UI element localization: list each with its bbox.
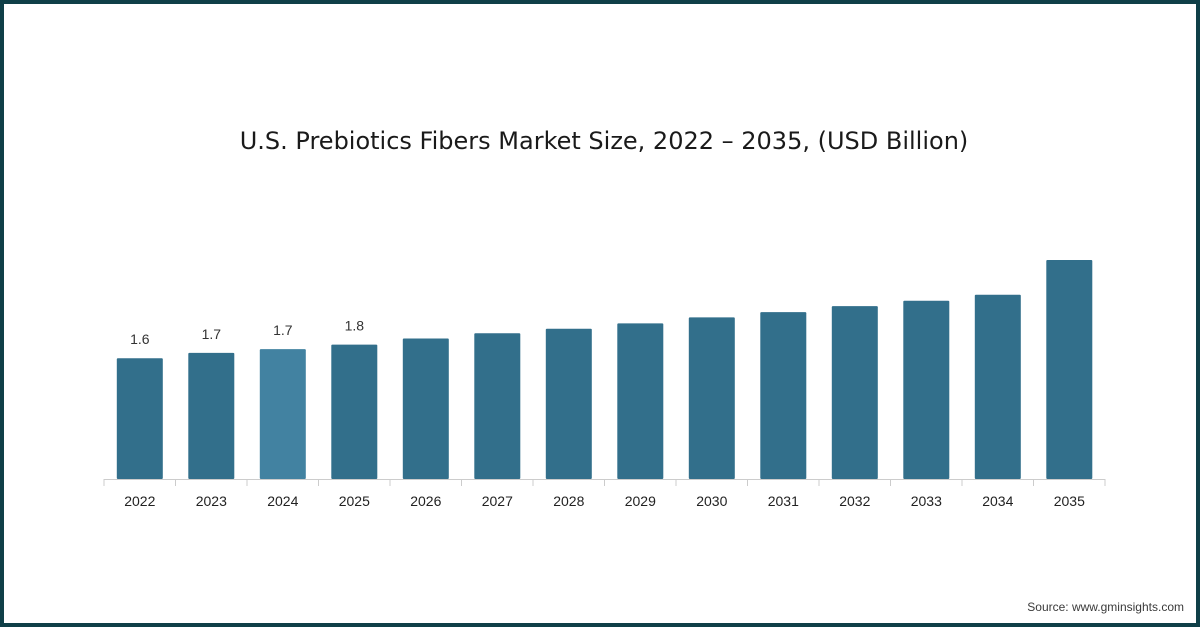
x-tick-label-2032: 2032 bbox=[839, 493, 870, 509]
chart-title: U.S. Prebiotics Fibers Market Size, 2022… bbox=[240, 127, 969, 155]
x-tick-label-2035: 2035 bbox=[1054, 493, 1085, 509]
source-note: Source: www.gminsights.com bbox=[1027, 600, 1184, 614]
bar-2029[interactable] bbox=[617, 323, 664, 479]
bar-2031[interactable] bbox=[760, 312, 807, 479]
x-tick-label-2022: 2022 bbox=[124, 493, 155, 509]
bar-2035[interactable] bbox=[1046, 260, 1093, 479]
bar-2023[interactable] bbox=[188, 352, 235, 479]
bar-2024[interactable] bbox=[259, 349, 306, 479]
x-tick-label-2026: 2026 bbox=[410, 493, 441, 509]
data-label-2022: 1.6 bbox=[130, 331, 150, 347]
data-label-2025: 1.8 bbox=[345, 318, 365, 334]
bar-2022[interactable] bbox=[116, 358, 163, 479]
x-axis bbox=[103, 479, 1106, 486]
x-tick-label-2034: 2034 bbox=[982, 493, 1013, 509]
bar-2032[interactable] bbox=[831, 306, 878, 479]
x-tick-label-2029: 2029 bbox=[625, 493, 656, 509]
bar-chart: U.S. Prebiotics Fibers Market Size, 2022… bbox=[103, 127, 1106, 509]
x-tick-label-2030: 2030 bbox=[696, 493, 727, 509]
bar-2027[interactable] bbox=[474, 333, 521, 479]
x-tick-label-2024: 2024 bbox=[267, 493, 298, 509]
bar-2034[interactable] bbox=[974, 294, 1021, 479]
bars-group bbox=[116, 260, 1093, 480]
x-tick-label-2031: 2031 bbox=[768, 493, 799, 509]
x-tick-label-2025: 2025 bbox=[339, 493, 370, 509]
x-tick-label-2023: 2023 bbox=[196, 493, 227, 509]
data-label-2024: 1.7 bbox=[273, 322, 293, 338]
data-label-2023: 1.7 bbox=[202, 326, 222, 342]
bar-2028[interactable] bbox=[545, 328, 592, 479]
x-tick-label-2027: 2027 bbox=[482, 493, 513, 509]
bar-2030[interactable] bbox=[688, 317, 735, 479]
bar-2033[interactable] bbox=[903, 300, 950, 479]
x-tick-label-2033: 2033 bbox=[911, 493, 942, 509]
x-tick-label-2028: 2028 bbox=[553, 493, 584, 509]
x-tick-labels: 2022 2023 2024 2025 2026 2027 2028 2029 2030 2031… bbox=[124, 493, 1085, 509]
bar-2026[interactable] bbox=[402, 338, 449, 480]
data-labels-group: 1.6 1.7 1.7 1.8 bbox=[130, 318, 364, 348]
bar-2025[interactable] bbox=[331, 344, 378, 479]
